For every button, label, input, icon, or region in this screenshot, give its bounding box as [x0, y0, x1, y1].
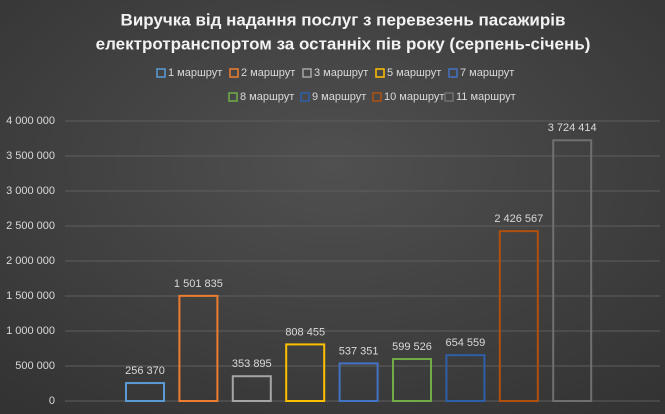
legend-swatch — [300, 92, 310, 102]
value-label: 2 426 567 — [494, 213, 543, 225]
bar — [445, 354, 486, 403]
value-label: 599 526 — [392, 341, 432, 353]
y-tick-label: 1 000 000 — [6, 325, 55, 337]
y-tick-label: 3 000 000 — [6, 185, 55, 197]
y-tick-label: 0 — [49, 395, 55, 407]
legend-label: 5 маршрут — [387, 67, 441, 79]
y-tick-label: 500 000 — [15, 360, 55, 372]
bar — [125, 382, 165, 403]
y-tick-label: 4 000 000 — [6, 115, 55, 127]
value-label: 256 370 — [125, 365, 165, 377]
value-label: 808 455 — [285, 326, 325, 338]
legend-label: 9 маршрут — [312, 91, 366, 103]
bar — [338, 362, 379, 403]
value-label: 1 501 835 — [174, 278, 223, 290]
value-label: 3 724 414 — [548, 122, 597, 134]
legend-swatch — [372, 92, 382, 102]
chart-title: електротранспортом за останніх пів року … — [96, 34, 591, 53]
legend-swatch — [302, 68, 312, 78]
bar — [498, 230, 539, 402]
bar — [178, 294, 219, 402]
value-label: 353 895 — [232, 358, 272, 370]
legend-label: 8 маршрут — [240, 91, 294, 103]
legend-label: 7 маршрут — [460, 67, 514, 79]
value-label: 537 351 — [339, 345, 379, 357]
y-tick-label: 2 000 000 — [6, 255, 55, 267]
legend-label: 11 маршрут — [456, 91, 516, 103]
legend-label: 2 маршрут — [241, 67, 295, 79]
y-tick-label: 3 500 000 — [6, 150, 55, 162]
legend-swatch — [229, 68, 239, 78]
bar — [285, 343, 326, 402]
legend-swatch — [156, 68, 166, 78]
legend-label: 1 маршрут — [168, 67, 222, 79]
bar — [552, 139, 593, 402]
bar — [392, 358, 432, 402]
legend-label: 10 маршрут — [384, 91, 444, 103]
bar — [231, 375, 272, 403]
legend-swatch — [448, 68, 458, 78]
y-tick-label: 1 500 000 — [6, 290, 55, 302]
legend-label: 3 маршрут — [314, 67, 368, 79]
value-label: 654 559 — [446, 337, 486, 349]
legend-swatch — [444, 92, 454, 102]
legend-swatch — [375, 68, 385, 78]
chart-title: Виручка від надання послуг з перевезень … — [121, 10, 566, 29]
legend-swatch — [228, 92, 238, 102]
y-tick-label: 2 500 000 — [6, 220, 55, 232]
